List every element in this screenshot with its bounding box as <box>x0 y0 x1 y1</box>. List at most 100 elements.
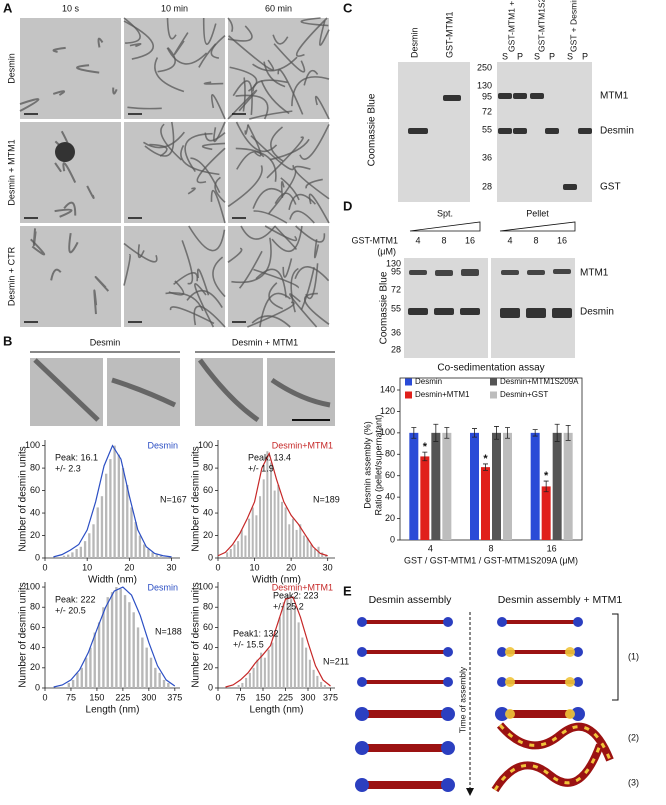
annotation: +/- 1.9 <box>248 463 274 473</box>
band <box>408 308 428 315</box>
y-tick-label: 140 <box>380 384 395 394</box>
band-label: Desmin <box>580 307 614 318</box>
band-label: GST <box>600 182 621 193</box>
y-tick-label: 20 <box>203 662 213 672</box>
rod <box>491 743 604 793</box>
fiber <box>210 94 226 120</box>
error-bar <box>472 428 477 438</box>
head <box>441 741 455 755</box>
fiber <box>295 225 326 243</box>
head <box>497 617 507 627</box>
legend-label: Desmin+GST <box>500 390 548 399</box>
fiber <box>94 276 110 292</box>
band <box>498 128 512 134</box>
head <box>571 707 585 721</box>
fiber <box>166 17 177 40</box>
fiber <box>303 69 319 86</box>
fiber <box>314 95 330 120</box>
annotation: * <box>544 470 549 482</box>
marker-label: 72 <box>391 284 401 294</box>
fit-line <box>217 451 328 557</box>
fiber <box>280 177 300 201</box>
y-tick-label: 80 <box>30 602 40 612</box>
fiber <box>181 240 194 285</box>
fiber <box>273 43 306 73</box>
head <box>443 677 453 687</box>
y-tick-label: 0 <box>208 552 213 562</box>
y-tick-label: 40 <box>30 642 40 652</box>
head <box>441 778 455 792</box>
x-tick-label: 225 <box>115 692 130 702</box>
fraction-label: S <box>502 51 508 61</box>
fiber <box>76 64 100 74</box>
fiber <box>32 228 37 247</box>
bar <box>233 544 236 558</box>
band <box>434 308 454 315</box>
y-tick-label: 100 <box>380 427 395 437</box>
fiber <box>196 268 210 296</box>
fiber <box>193 305 226 328</box>
column-header: 10 s <box>62 3 80 13</box>
fiber <box>196 147 226 184</box>
fiber <box>231 237 272 284</box>
legend-label: Desmin+MTM1 <box>415 390 470 399</box>
bar <box>288 524 291 558</box>
bar <box>313 549 316 558</box>
fiber <box>289 210 315 224</box>
x-tick-label: 30 <box>167 562 177 572</box>
lane-label: GST-MTM1 <box>444 12 454 59</box>
y-axis-label: Desmin assembly (%) <box>362 421 372 509</box>
bar <box>88 533 91 558</box>
head <box>497 677 507 687</box>
column-header: 60 min <box>265 3 292 13</box>
filament <box>270 377 331 408</box>
bar <box>492 432 501 540</box>
bar <box>67 682 70 688</box>
band-label: MTM1 <box>580 268 609 279</box>
band <box>545 128 559 134</box>
bar <box>100 496 104 558</box>
mtm1 <box>505 709 515 719</box>
head <box>441 707 455 721</box>
head <box>573 677 583 687</box>
head <box>495 707 509 721</box>
fiber <box>198 43 217 68</box>
bar <box>308 659 311 688</box>
error-bar <box>444 427 450 439</box>
fiber <box>212 256 226 298</box>
step-label: (3) <box>628 777 639 787</box>
y-axis-label: Number of desmin units <box>191 582 202 688</box>
x-tick-label: 30 <box>323 562 333 572</box>
fiber <box>268 282 284 310</box>
bar <box>286 595 289 688</box>
annotation: Peak: 13.4 <box>248 452 291 462</box>
step-label: (1) <box>628 651 639 661</box>
fiber <box>308 193 330 224</box>
x-axis-label: Width (nm) <box>252 575 301 586</box>
fiber <box>30 238 46 256</box>
mtm1 <box>505 677 515 687</box>
fiber <box>50 268 62 281</box>
micrograph <box>20 18 121 119</box>
annotation: +/- 25.2 <box>273 601 304 611</box>
fiber <box>227 17 234 33</box>
bar <box>530 432 540 540</box>
marker-label: 250 <box>477 62 492 72</box>
legend-label: Desmin+MTM1 <box>272 440 333 450</box>
fiber <box>280 180 285 198</box>
x-tick-label: 0 <box>215 562 220 572</box>
x-axis-label: Length (nm) <box>86 705 140 716</box>
x-tick-label: 225 <box>278 692 293 702</box>
error-bar <box>483 463 488 471</box>
fit-line <box>53 444 172 558</box>
x-tick-label: 300 <box>300 692 315 702</box>
bar <box>134 522 137 558</box>
bar <box>106 597 109 688</box>
fiber <box>97 37 104 48</box>
fiber <box>244 124 249 135</box>
filament <box>111 377 177 408</box>
bar <box>229 549 232 558</box>
fraction-label: P <box>582 51 588 61</box>
fiber <box>255 268 287 298</box>
bar <box>293 607 296 688</box>
